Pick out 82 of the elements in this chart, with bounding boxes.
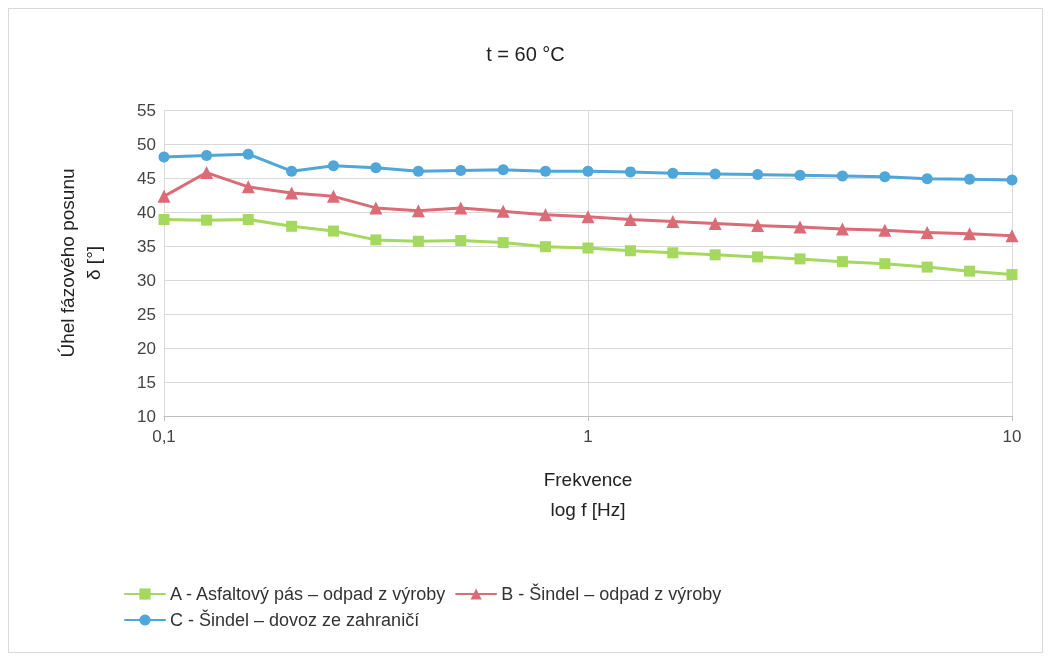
point [497, 237, 509, 249]
point [921, 173, 933, 185]
chart-title: t = 60 °C [486, 43, 565, 65]
point [497, 164, 509, 176]
point [412, 235, 424, 247]
point [1006, 269, 1018, 281]
point [794, 253, 806, 265]
point [624, 245, 636, 257]
x-axis-title: Frekvence log f [Hz] [543, 468, 633, 520]
point [793, 220, 807, 234]
point [411, 204, 425, 218]
point [835, 222, 849, 236]
x-tick-label: 0,1 [152, 427, 176, 446]
point [285, 186, 299, 200]
point [369, 201, 383, 215]
point [878, 223, 892, 237]
point [623, 212, 637, 226]
point [370, 234, 382, 246]
point [964, 265, 976, 277]
point [539, 208, 553, 222]
point [752, 169, 764, 181]
point [158, 213, 170, 225]
point [455, 235, 467, 247]
point [286, 165, 298, 177]
point [1006, 174, 1018, 186]
point [242, 213, 254, 225]
point [201, 214, 213, 226]
point [370, 162, 382, 174]
point [327, 160, 339, 172]
y-tick-label: 45 [137, 168, 156, 188]
y-tick-label: 25 [137, 304, 156, 324]
x-tick-label: 10 [1002, 427, 1022, 446]
point [920, 225, 934, 239]
y-tick-label: 40 [137, 202, 156, 222]
legend-label: C - Šindel – dovoz ze zahraničí [170, 609, 420, 630]
point [624, 166, 636, 178]
legend-label: B - Šindel – odpad z výroby [501, 583, 722, 604]
point [496, 204, 510, 218]
point [879, 171, 891, 183]
point [327, 225, 339, 237]
point [581, 210, 595, 224]
point [582, 165, 594, 177]
point [201, 150, 213, 162]
point [879, 258, 891, 270]
y-tick-label: 55 [137, 100, 156, 120]
legend-label: A - Asfaltový pás – odpad z výroby [170, 584, 446, 604]
point [200, 166, 214, 180]
point [582, 242, 594, 254]
point [752, 251, 764, 263]
y-tick-label: 20 [137, 338, 156, 358]
y-axis-title: Úhel fázového posunu δ [°] [56, 168, 104, 358]
point [286, 220, 298, 232]
point [455, 165, 467, 177]
y-tick-label: 15 [137, 372, 156, 392]
point [540, 165, 552, 177]
point [667, 167, 679, 179]
y-tick-label: 30 [137, 270, 156, 290]
x-tick-label: 1 [583, 427, 593, 446]
point [454, 201, 468, 215]
point [964, 173, 976, 185]
point [709, 249, 721, 261]
point [666, 215, 680, 229]
y-tick-label: 50 [137, 134, 156, 154]
point [751, 219, 765, 233]
point [836, 256, 848, 268]
point [242, 148, 254, 160]
point [412, 165, 424, 177]
point [158, 151, 170, 163]
point [836, 170, 848, 182]
point [794, 169, 806, 181]
point [921, 261, 933, 273]
y-tick-label: 35 [137, 236, 156, 256]
point [708, 217, 722, 231]
point [157, 189, 171, 203]
point [1005, 229, 1019, 243]
point [667, 247, 679, 259]
point [326, 189, 340, 203]
point [241, 180, 255, 194]
point [963, 227, 977, 241]
y-tick-label: 10 [137, 406, 156, 426]
point [540, 241, 552, 253]
point [709, 168, 721, 180]
